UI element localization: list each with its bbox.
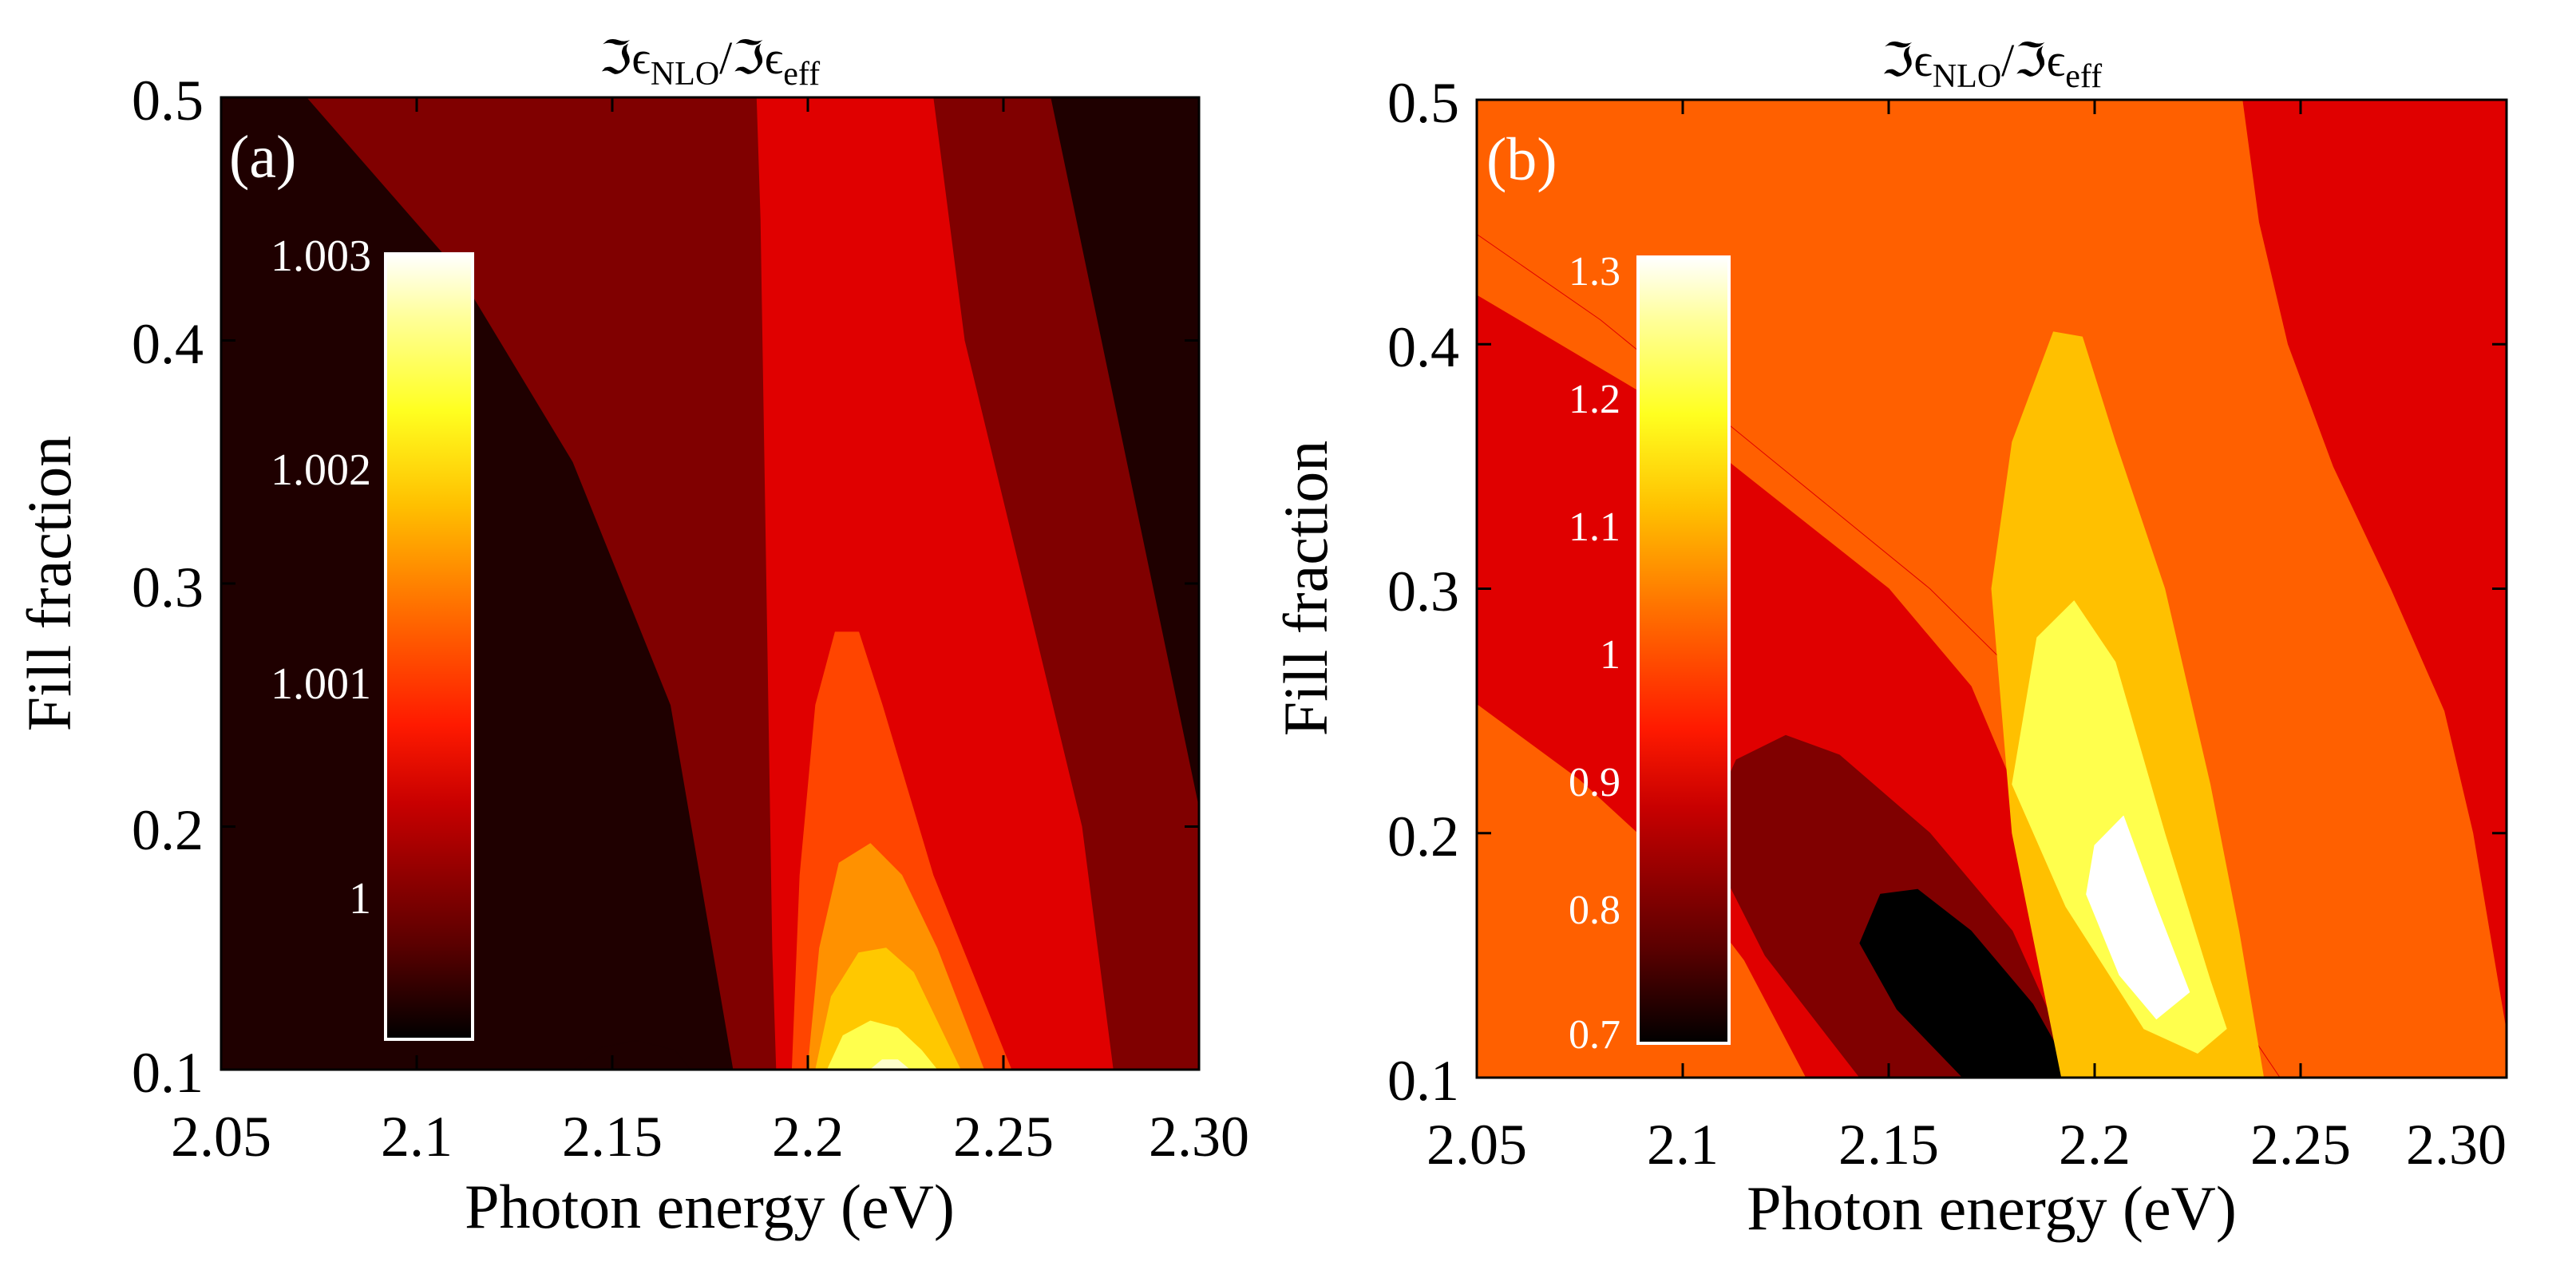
panel-b-xtick-label: 2.05 <box>1426 1113 1527 1177</box>
panel-b-contour-region <box>2086 815 2190 1019</box>
panel-b-colorbar-tick-label: 1.1 <box>1569 504 1620 550</box>
panel-b-ytick-label: 0.3 <box>1387 560 1459 623</box>
panel-a-title-im2: ℑϵ <box>732 32 783 84</box>
panel-b-title-sub1: NLO <box>1933 58 2001 95</box>
panel-a-colorbar-tick-label: 1.001 <box>271 659 371 709</box>
panel-b-colorbar-tick-label: 0.7 <box>1569 1012 1620 1058</box>
panel-b-xtick-label: 2.25 <box>2250 1113 2351 1177</box>
panel-b-xtick-label: 2.1 <box>1647 1113 1719 1177</box>
panel-b-title-slash: / <box>2001 34 2015 86</box>
panel-a-contour-regions <box>221 97 1199 1070</box>
panel-a-contour-region <box>827 1020 938 1070</box>
panel-a-ylabel: Fill fraction <box>14 436 84 731</box>
panel-b-colorbar-tick-label: 1 <box>1600 632 1620 678</box>
panel-b-colorbar-tick-label: 0.8 <box>1569 888 1620 933</box>
panel-a-contour-region <box>869 1059 910 1070</box>
panel-b-colorbar-tick-label: 1.3 <box>1569 249 1620 295</box>
panel-a-title-slash: / <box>719 32 733 84</box>
panel-b-title-im1: ℑϵ <box>1882 34 1933 86</box>
panel-b-label: (b) <box>1486 126 1557 193</box>
panel-b-colorbar-tick-label: 0.9 <box>1569 760 1620 805</box>
panel-a-colorbar: 1 1.001 1.002 1.003 <box>271 231 474 1041</box>
panel-b-colorbar-bar <box>1636 255 1731 1045</box>
panel-b-ytick-label: 0.1 <box>1387 1049 1459 1113</box>
panel-b-title-im2: ℑϵ <box>2014 34 2065 86</box>
panel-b-ytick-label: 0.5 <box>1387 71 1459 135</box>
panel-a-label: (a) <box>229 124 296 191</box>
panel-a-xtick-label: 2.15 <box>562 1105 663 1169</box>
panel-b-title-sub2: eff <box>2065 58 2102 95</box>
panel-b-tick-marks <box>1475 98 2508 1079</box>
panel-a-ytick-label: 0.1 <box>132 1041 204 1105</box>
panel-a-colorbar-tick-label: 1 <box>349 874 371 924</box>
panel-a-xtick-label: 2.1 <box>381 1105 453 1169</box>
panel-b-xtick-label: 2.30 <box>2406 1113 2507 1177</box>
panel-b-contour-region <box>1859 888 2075 1078</box>
panel-a-colorbar-tick-label: 1.003 <box>271 231 371 281</box>
panel-a-xlabel: Photon energy (eV) <box>465 1172 955 1241</box>
panel-b-ytick-label: 0.4 <box>1387 315 1459 379</box>
panel-b-xtick-label: 2.15 <box>1838 1113 1939 1177</box>
panel-a-ytick-label: 0.5 <box>132 69 204 133</box>
panel-b-xtick-label: 2.2 <box>2059 1113 2131 1177</box>
panel-a: ℑϵNLO/ℑϵeff (a) 0.1 0.2 0.3 0.4 0.5 2.05… <box>14 32 1249 1241</box>
panel-b-contour-regions <box>1477 100 2507 1078</box>
panel-a-xtick-label: 2.25 <box>953 1105 1054 1169</box>
panel-b-title: ℑϵNLO/ℑϵeff <box>1882 34 2102 95</box>
panel-b-colorbar-tick-label: 1.2 <box>1569 377 1620 422</box>
panel-b-xlabel: Photon energy (eV) <box>1747 1173 2237 1243</box>
panel-b-colorbar: 0.7 0.8 0.9 1 1.1 1.2 1.3 <box>1569 249 1731 1058</box>
panel-a-title-sub2: eff <box>783 56 820 93</box>
panel-a-contour-region <box>572 1040 691 1070</box>
panel-a-xtick-label: 2.05 <box>171 1105 271 1169</box>
panel-a-xtick-label: 2.30 <box>1149 1105 1249 1169</box>
panel-a-tick-marks <box>220 96 1201 1071</box>
panel-b-ytick-label: 0.2 <box>1387 805 1459 868</box>
panel-a-colorbar-bar <box>384 252 474 1041</box>
panel-a-title-im1: ℑϵ <box>599 32 651 84</box>
panel-a-ytick-label: 0.2 <box>132 798 204 862</box>
panel-a-ytick-label: 0.3 <box>132 556 204 619</box>
panel-a-colorbar-tick-label: 1.002 <box>271 445 371 495</box>
panel-a-xtick-label: 2.2 <box>772 1105 844 1169</box>
panel-a-title: ℑϵNLO/ℑϵeff <box>599 32 820 93</box>
panel-a-ytick-label: 0.4 <box>132 312 204 376</box>
panel-a-title-sub1: NLO <box>651 56 719 93</box>
panel-b-ylabel: Fill fraction <box>1271 441 1340 736</box>
panel-b: ℑϵNLO/ℑϵeff (b) 0.1 0.2 0.3 0.4 0.5 2.05… <box>1271 34 2508 1243</box>
